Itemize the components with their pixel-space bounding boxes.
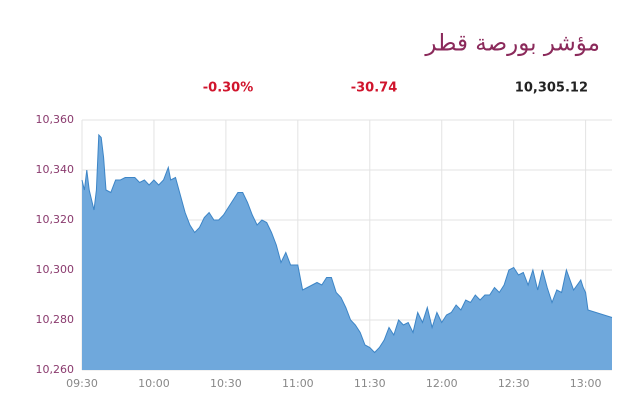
y-tick-label: 10,340 xyxy=(36,163,75,176)
x-tick-label: 11:30 xyxy=(354,377,386,390)
y-tick-label: 10,260 xyxy=(36,363,75,376)
x-tick-label: 10:30 xyxy=(210,377,242,390)
x-tick-label: 09:30 xyxy=(66,377,98,390)
line xyxy=(81,133,613,354)
chart-title: مؤشر بورصة قطر xyxy=(424,31,600,57)
x-tick-label: 13:00 xyxy=(570,377,602,390)
change: -30.74 xyxy=(351,81,398,96)
x-tick-label: 12:00 xyxy=(426,377,458,390)
y-tick-label: 10,360 xyxy=(36,113,75,126)
x-tick-label: 11:00 xyxy=(282,377,314,390)
y-tick-label: 10,320 xyxy=(36,213,75,226)
x-tick-label: 10:00 xyxy=(138,377,170,390)
last-value: 10,305.12 xyxy=(515,81,588,96)
area xyxy=(82,135,612,370)
y-tick-label: 10,300 xyxy=(36,263,75,276)
y-tick-label: 10,280 xyxy=(36,313,75,326)
x-tick-label: 12:30 xyxy=(498,377,530,390)
change-percent: -0.30% xyxy=(203,81,254,96)
